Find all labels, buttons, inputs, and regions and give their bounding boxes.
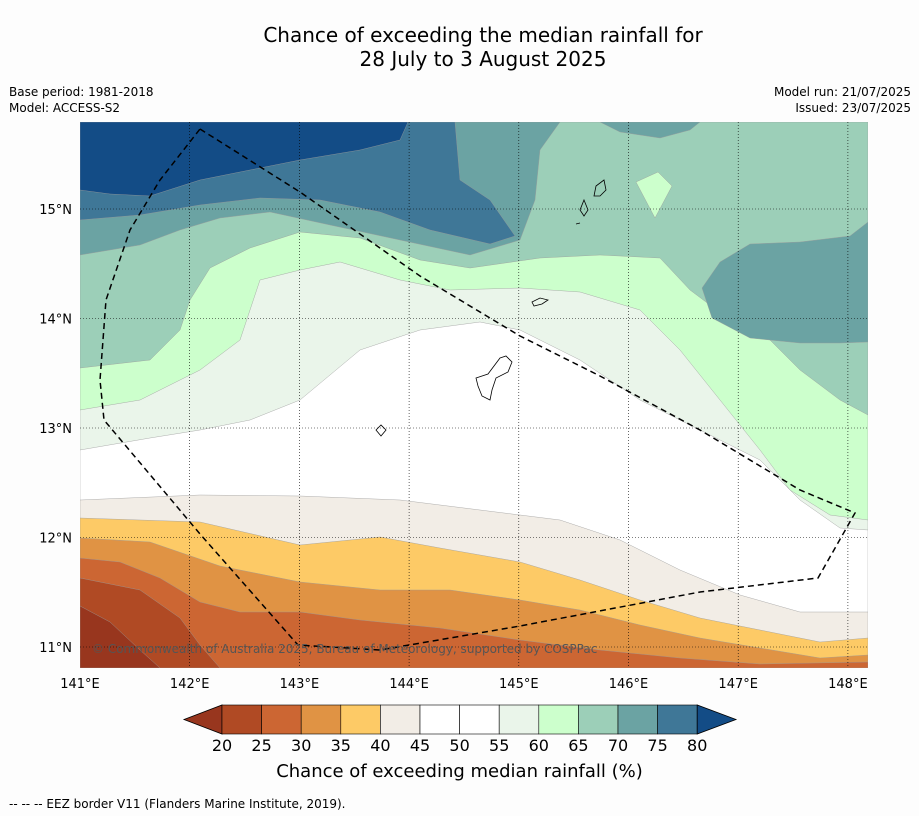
colorbar-tick-label: 30 <box>291 736 312 755</box>
lat-tick-label: 14°N <box>39 313 72 328</box>
colorbar <box>182 704 738 735</box>
lon-tick-label: 146°E <box>609 677 649 692</box>
base-period: Base period: 1981-2018 <box>9 85 154 99</box>
model-run: Model run: 21/07/2025 <box>773 85 911 99</box>
eez-border <box>99 128 857 651</box>
rota-island <box>531 297 549 307</box>
lat-tick-label: 12°N <box>39 532 72 547</box>
lat-tick-labels: 15°N 14°N 13°N 12°N 11°N <box>39 203 72 656</box>
gridlines <box>80 122 868 668</box>
colorbar-swatch <box>498 704 540 735</box>
colorbar-tick-label: 70 <box>607 736 629 755</box>
issued-date: Issued: 23/07/2025 <box>795 101 911 115</box>
band-lt20 <box>80 605 161 668</box>
contour-fills <box>80 122 868 668</box>
band-60-65-patch <box>635 171 673 219</box>
map-title-line2: 28 July to 3 August 2025 <box>359 47 607 71</box>
colorbar-swatch <box>459 704 500 735</box>
lon-tick-label: 142°E <box>170 677 210 692</box>
colorbar-swatch <box>578 704 619 735</box>
band-70-75-north <box>599 122 701 139</box>
colorbar-tick-label: 80 <box>687 736 708 755</box>
colorbar-tick-label: 75 <box>647 736 668 755</box>
lon-tick-label: 143°E <box>280 677 320 692</box>
guam-island <box>475 355 513 401</box>
lon-tick-labels: 141°E 142°E 143°E 144°E 145°E 146°E 147°E 148°E <box>60 677 867 692</box>
colorbar-tick-label: 50 <box>449 736 470 755</box>
band-70-75-east <box>701 221 868 344</box>
lon-tick-label: 145°E <box>499 677 539 692</box>
aguijan-island <box>575 222 581 225</box>
colorbar-tick-label: 60 <box>528 736 549 755</box>
islands <box>375 179 607 437</box>
band-25-30 <box>80 557 868 668</box>
colorbar-tick-label: 65 <box>568 736 589 755</box>
colorbar-swatch <box>340 704 381 735</box>
colorbar-tick-label: 45 <box>409 736 431 755</box>
colorbar-tick-label: 55 <box>489 736 510 755</box>
map-title-line1: Chance of exceeding the median rainfall … <box>263 23 703 47</box>
eez-footnote: -- -- -- EEZ border V11 (Flanders Marine… <box>9 797 346 811</box>
saipan-island <box>593 179 607 197</box>
colorbar-tick-label: 40 <box>370 736 391 755</box>
colorbar-tick-label: 25 <box>251 736 272 755</box>
meta-left: Base period: 1981-2018 Model: ACCESS-S2 <box>9 84 154 116</box>
lon-tick-label: 141°E <box>60 677 100 692</box>
lon-tick-label: 144°E <box>389 677 429 692</box>
meta-right: Model run: 21/07/2025 Issued: 23/07/2025 <box>774 84 911 116</box>
colorbar-swatch <box>380 704 421 735</box>
colorbar-extend-low <box>182 704 223 735</box>
lat-tick-label: 13°N <box>39 422 72 437</box>
lon-tick-label: 147°E <box>718 677 758 692</box>
colorbar-swatch <box>657 704 698 735</box>
colorbar-extend-high <box>696 704 738 735</box>
colorbar-swatch <box>300 704 342 735</box>
copyright-text: © Commonwealth of Australia 2025, Bureau… <box>92 642 597 656</box>
colorbar-tick-label: 35 <box>330 736 351 755</box>
lat-tick-label: 15°N <box>39 203 72 218</box>
colorbar-swatch <box>538 704 579 735</box>
colorbar-swatch <box>261 704 302 735</box>
colorbar-swatch <box>221 704 262 735</box>
colorbar-title: Chance of exceeding median rainfall (%) <box>276 761 643 782</box>
colorbar-swatch <box>419 704 460 735</box>
lon-tick-label: 148°E <box>828 677 868 692</box>
lat-tick-label: 11°N <box>39 641 72 656</box>
islet <box>375 424 387 437</box>
tinian-island <box>579 198 589 217</box>
colorbar-tick-label: 20 <box>211 736 233 755</box>
model-name: Model: ACCESS-S2 <box>9 101 121 115</box>
colorbar-swatch <box>617 704 658 735</box>
